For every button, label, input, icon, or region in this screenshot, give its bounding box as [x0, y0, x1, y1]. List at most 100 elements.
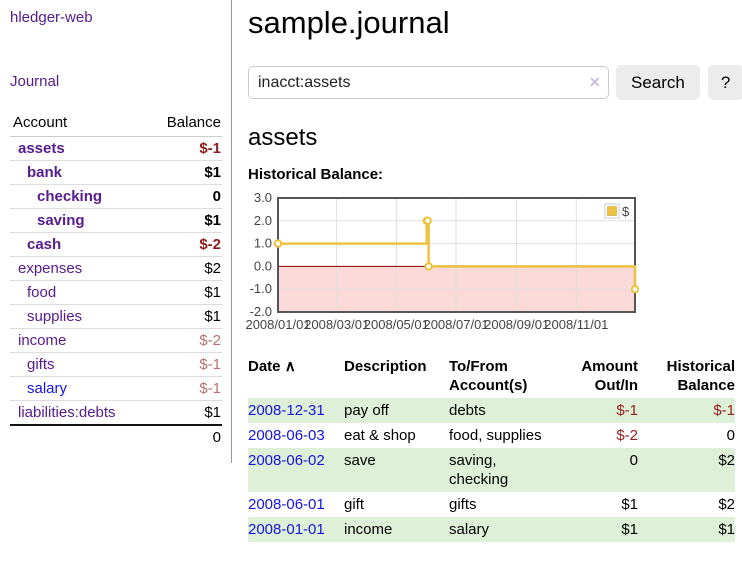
account-link-expenses[interactable]: expenses — [18, 260, 83, 277]
sort-ascending-icon: ∧ — [284, 358, 296, 375]
transaction-amount: $1 — [621, 496, 638, 513]
main-content: sample.journal × Search ? assets Histori… — [232, 0, 742, 542]
transaction-row: 2008-06-01 gift gifts $1 $2 — [248, 492, 735, 517]
svg-text:2008/07/01: 2008/07/01 — [423, 317, 488, 332]
svg-text:2008/05/01: 2008/05/01 — [364, 317, 429, 332]
svg-text:1.0: 1.0 — [254, 236, 272, 251]
account-link-income[interactable]: income — [18, 332, 67, 349]
account-balance: $1 — [146, 304, 222, 329]
account-row: checking 0 — [10, 184, 222, 209]
account-link-bank[interactable]: bank — [27, 164, 63, 181]
nav-journal-link[interactable]: Journal — [10, 73, 60, 90]
transaction-amount: 0 — [629, 452, 638, 469]
account-link-gifts[interactable]: gifts — [27, 356, 55, 373]
transaction-accounts: gifts — [449, 496, 477, 513]
transaction-date-link[interactable]: 2008-06-02 — [248, 452, 325, 469]
transaction-balance: $1 — [718, 521, 735, 538]
transaction-amount: $1 — [621, 521, 638, 538]
search-button[interactable]: Search — [616, 65, 700, 100]
page-title: sample.journal — [248, 5, 450, 40]
accounts-total-value: 0 — [146, 424, 222, 449]
svg-text:2008/01/01: 2008/01/01 — [245, 317, 310, 332]
account-balance: $1 — [146, 280, 222, 305]
account-link-assets[interactable]: assets — [18, 140, 65, 157]
transaction-date-link[interactable]: 2008-01-01 — [248, 521, 325, 538]
account-balance: $2 — [146, 256, 222, 281]
svg-text:2008/03/01: 2008/03/01 — [304, 317, 369, 332]
svg-text:2008/11/01: 2008/11/01 — [544, 317, 608, 332]
chart-data-point — [424, 262, 433, 271]
account-row: saving $1 — [10, 208, 222, 233]
search-box: × — [248, 66, 609, 99]
app-brand-link[interactable]: hledger-web — [10, 9, 93, 26]
account-heading: assets — [248, 124, 318, 151]
account-balance: $-1 — [146, 376, 222, 401]
svg-text:3.0: 3.0 — [254, 190, 272, 205]
transaction-accounts: food, supplies — [449, 427, 542, 444]
transactions-table: Date ∧ Description To/From Account(s) Am… — [248, 354, 735, 542]
chart-border — [277, 197, 636, 313]
svg-text:-1.0: -1.0 — [250, 281, 272, 296]
transaction-row: 2008-12-31 pay off debts $-1 $-1 — [248, 398, 735, 423]
legend-swatch — [607, 206, 617, 216]
chart-data-point — [423, 216, 432, 225]
transaction-amount: $-2 — [616, 427, 638, 444]
account-row: expenses $2 — [10, 256, 222, 281]
transaction-balance: $2 — [718, 452, 735, 469]
account-balance: 0 — [146, 184, 222, 209]
accounts-table-header: Account Balance — [10, 112, 222, 137]
account-link-food[interactable]: food — [27, 284, 57, 301]
account-link-salary[interactable]: salary — [27, 380, 68, 397]
search-input[interactable] — [248, 66, 609, 99]
account-row: income $-2 — [10, 328, 222, 353]
account-link-liabilities-debts[interactable]: liabilities:debts — [18, 404, 116, 421]
chart-title: Historical Balance: — [248, 166, 384, 183]
sidebar: hledger-web Journal Account Balance asse… — [0, 0, 232, 463]
help-button[interactable]: ? — [707, 65, 742, 100]
transaction-description: save — [344, 452, 376, 469]
account-link-saving[interactable]: saving — [37, 212, 85, 229]
account-link-supplies[interactable]: supplies — [27, 308, 83, 325]
account-balance: $-2 — [146, 328, 222, 353]
transaction-date-link[interactable]: 2008-06-01 — [248, 496, 325, 513]
column-header-date[interactable]: Date ∧ — [248, 358, 296, 375]
account-row: assets $-1 — [10, 136, 222, 161]
chart-data-point — [630, 285, 640, 294]
account-balance: $-1 — [146, 352, 222, 377]
column-header-accounts: To/From Account(s) — [449, 358, 528, 394]
historical-balance-chart: 2008/01/012008/03/012008/05/012008/07/01… — [245, 190, 640, 332]
account-link-checking[interactable]: checking — [37, 188, 103, 205]
transaction-description: eat & shop — [344, 427, 416, 444]
svg-text:-2.0: -2.0 — [250, 304, 272, 319]
column-header-description: Description — [344, 358, 427, 375]
accounts-header-account: Account — [10, 112, 147, 137]
clear-search-icon[interactable]: × — [589, 72, 600, 92]
account-row: food $1 — [10, 280, 222, 305]
transaction-accounts: debts — [449, 402, 486, 419]
transaction-balance: 0 — [726, 427, 735, 444]
accounts-total-row: 0 — [10, 424, 222, 449]
transaction-accounts: saving, checking — [449, 452, 509, 488]
legend-label: $ — [622, 204, 630, 219]
account-row: bank $1 — [10, 160, 222, 185]
account-row: supplies $1 — [10, 304, 222, 329]
svg-text:2008/09/01: 2008/09/01 — [484, 317, 549, 332]
account-balance: $1 — [146, 400, 222, 426]
transaction-row: 2008-06-02 save saving, checking 0 $2 — [248, 448, 735, 492]
transaction-description: gift — [344, 496, 365, 513]
transaction-balance: $2 — [718, 496, 735, 513]
transaction-row: 2008-01-01 income salary $1 $1 — [248, 517, 735, 542]
account-link-cash[interactable]: cash — [27, 236, 62, 253]
transaction-description: pay off — [344, 402, 389, 419]
column-header-amount: Amount Out/In — [581, 358, 638, 394]
accounts-header-balance: Balance — [146, 112, 222, 137]
transaction-date-link[interactable]: 2008-12-31 — [248, 402, 325, 419]
accounts-table: Account Balance assets $-1 bank $1 checking 0… — [10, 112, 222, 449]
transaction-balance: $-1 — [713, 402, 735, 419]
account-row: gifts $-1 — [10, 352, 222, 377]
account-row: cash $-2 — [10, 232, 222, 257]
column-header-balance: Historical Balance — [666, 358, 735, 394]
transaction-date-link[interactable]: 2008-06-03 — [248, 427, 325, 444]
account-balance: $-1 — [146, 136, 222, 161]
chart-data-point — [273, 239, 283, 248]
